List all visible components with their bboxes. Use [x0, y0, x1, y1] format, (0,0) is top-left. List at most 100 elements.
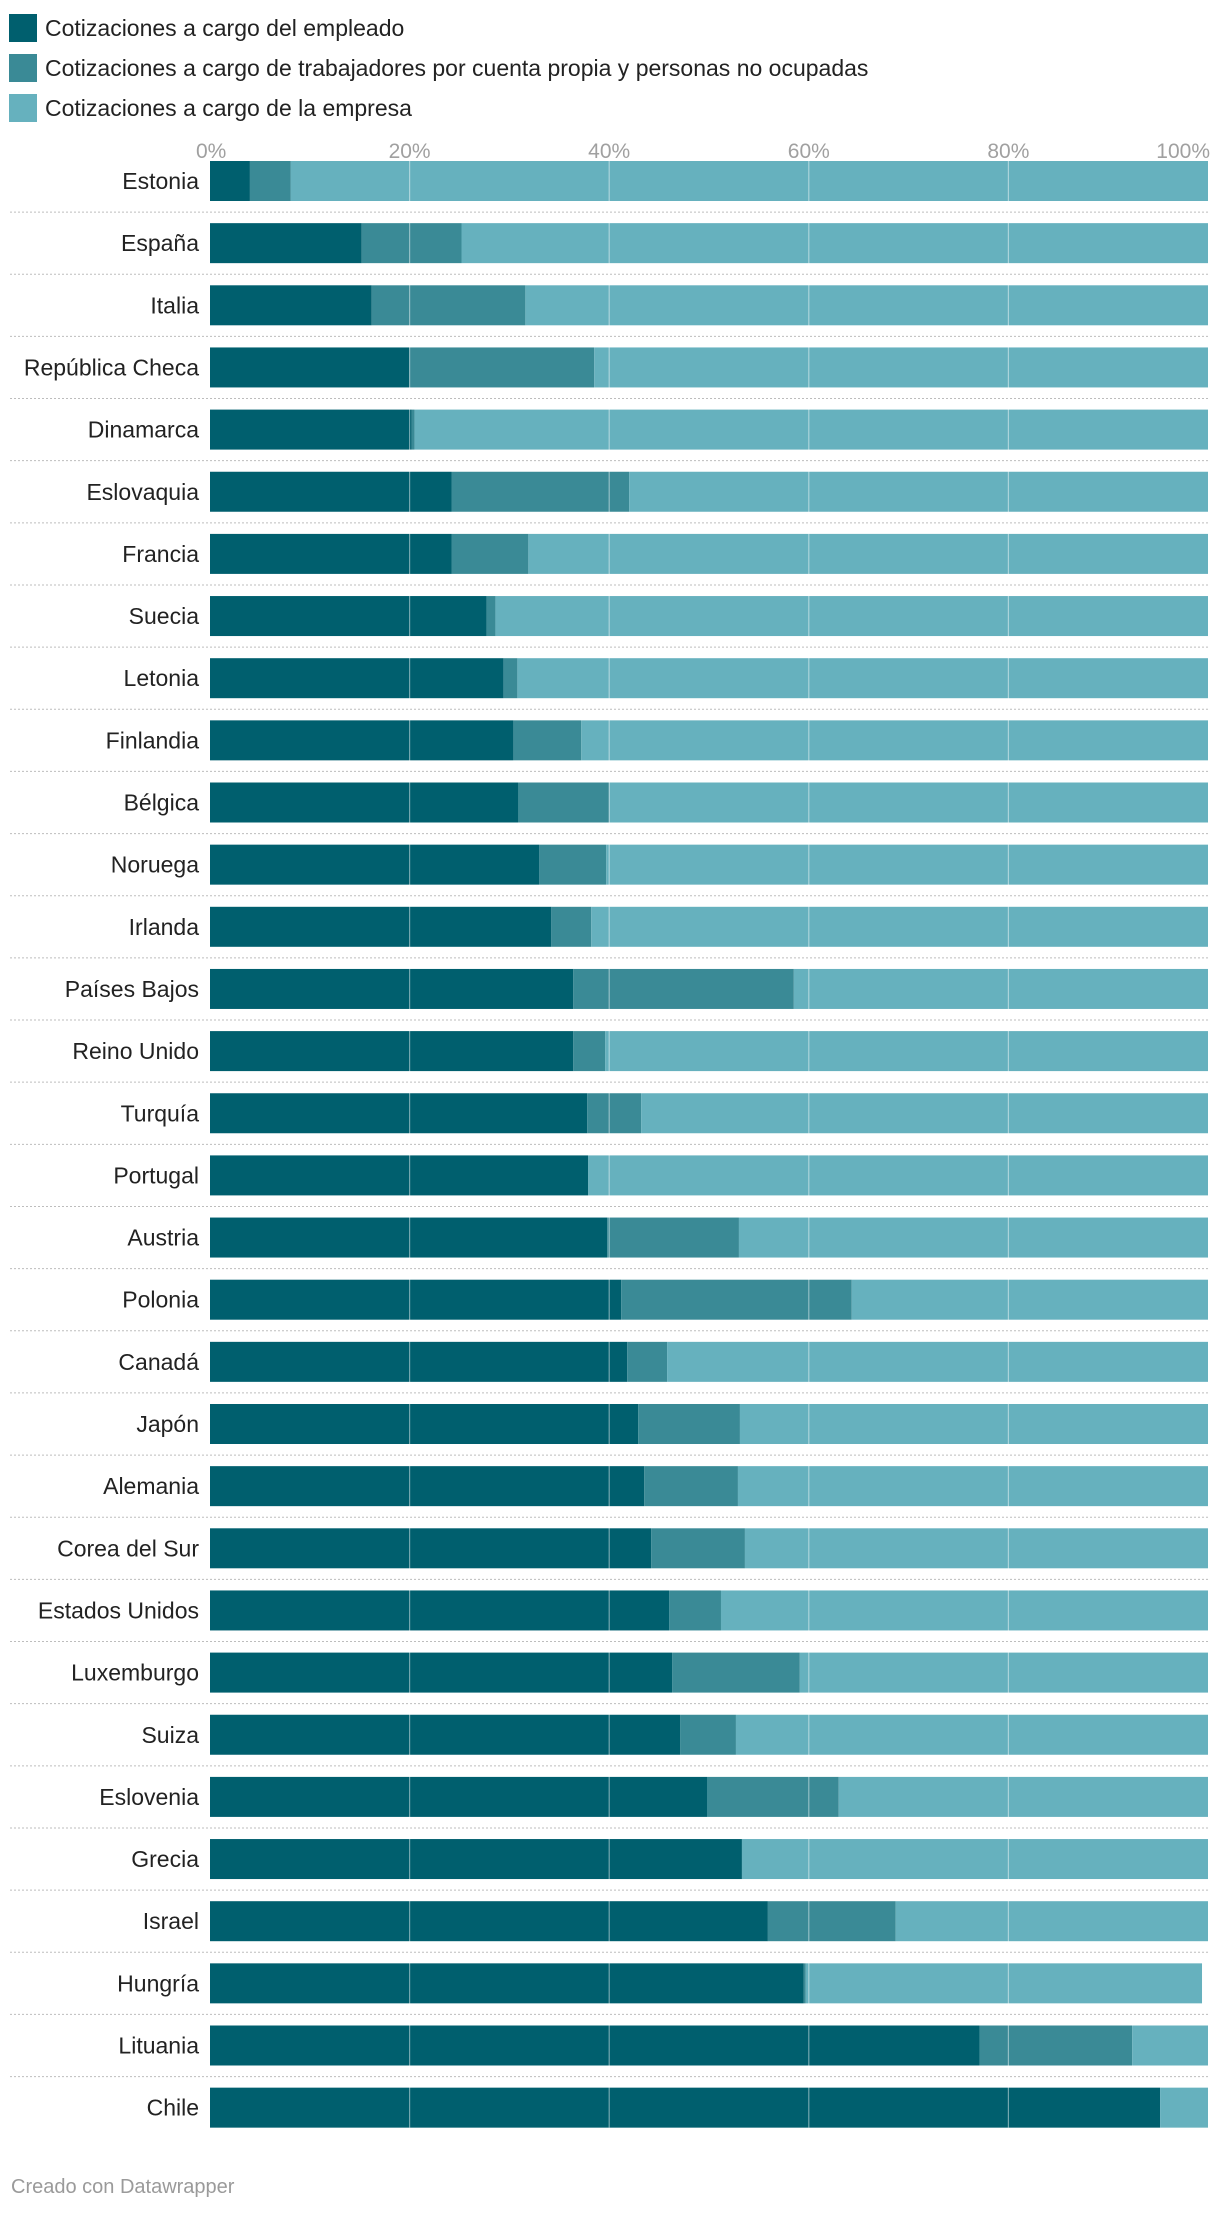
bar-estonia-employee — [210, 161, 250, 201]
bar-reino-unido-employee — [210, 1031, 574, 1072]
bar-letonia-employer — [517, 658, 1208, 699]
category-label-grecia: Grecia — [131, 1846, 199, 1872]
bar-eslovaquia-employer — [629, 471, 1208, 512]
bar-letonia-self-employed — [503, 658, 518, 699]
category-label-paises-bajos: Países Bajos — [65, 976, 199, 1002]
bar-lituania-employee — [210, 2025, 980, 2066]
bar-hungria-self-employed — [803, 1963, 806, 2004]
bar-austria-self-employed — [607, 1217, 739, 1258]
bar-republica-checa-self-employed — [409, 347, 595, 388]
bar-corea-del-sur-employee — [210, 1528, 652, 1569]
bar-hungria-employer — [805, 1963, 1203, 2004]
bar-lituania-employer — [1132, 2025, 1208, 2066]
bar-austria-employer — [738, 1217, 1208, 1258]
bar-belgica-self-employed — [518, 782, 610, 823]
bar-israel-self-employed — [767, 1901, 896, 1942]
category-label-chile: Chile — [147, 2095, 199, 2121]
category-label-luxemburgo: Luxemburgo — [71, 1660, 199, 1686]
category-label-turquia: Turquía — [121, 1100, 200, 1126]
bar-francia-employer — [528, 533, 1208, 574]
bar-estados-unidos-employee — [210, 1590, 670, 1631]
category-label-italia: Italia — [150, 292, 199, 318]
bar-irlanda-employee — [210, 906, 552, 947]
bar-suiza-self-employed — [680, 1714, 736, 1755]
bar-italia-employee — [210, 285, 372, 326]
category-label-polonia: Polonia — [122, 1287, 199, 1313]
legend-swatch-employer — [9, 94, 37, 122]
category-label-alemania: Alemania — [103, 1473, 199, 1499]
bar-turquia-employer — [641, 1093, 1208, 1134]
bar-alemania-employer — [737, 1466, 1208, 1507]
bar-espana-employee — [210, 223, 362, 264]
bar-polonia-employer — [851, 1279, 1208, 1320]
bar-eslovaquia-employee — [210, 471, 452, 512]
x-tick-label: 0% — [196, 140, 226, 163]
x-tick-label: 20% — [389, 140, 431, 163]
bar-eslovenia-employer — [838, 1776, 1208, 1817]
bar-suiza-employer — [735, 1714, 1208, 1755]
category-label-israel: Israel — [143, 1908, 199, 1934]
bar-estonia-self-employed — [249, 161, 291, 201]
x-tick-label: 40% — [588, 140, 630, 163]
bar-letonia-employee — [210, 658, 504, 699]
bar-turquia-employee — [210, 1093, 588, 1134]
bar-finlandia-employee — [210, 720, 514, 761]
legend-swatch-employee — [9, 14, 37, 42]
bar-japon-employer — [739, 1404, 1208, 1444]
category-label-espana: España — [121, 230, 199, 256]
bar-italia-employer — [525, 285, 1208, 326]
legend-label-employee: Cotizaciones a cargo del empleado — [45, 14, 405, 41]
bar-japon-self-employed — [638, 1404, 740, 1444]
category-label-eslovenia: Eslovenia — [99, 1784, 199, 1810]
bar-canada-employee — [210, 1341, 628, 1382]
category-label-austria: Austria — [127, 1225, 199, 1251]
bar-suecia-self-employed — [486, 596, 496, 637]
bar-francia-self-employed — [451, 533, 529, 574]
bar-chile-employer — [1160, 2087, 1208, 2128]
bar-portugal-employer — [588, 1155, 1208, 1196]
bar-dinamarca-employee — [210, 409, 412, 450]
category-label-japon: Japón — [136, 1411, 199, 1437]
category-label-corea-del-sur: Corea del Sur — [57, 1535, 199, 1561]
legend-swatch-self-employed — [9, 54, 37, 82]
bar-espana-employer — [461, 223, 1209, 264]
bar-estonia-employer — [290, 161, 1208, 201]
bar-grecia-employee — [210, 1839, 742, 1880]
legend-label-employer: Cotizaciones a cargo de la empresa — [45, 94, 412, 121]
category-label-republica-checa: República Checa — [24, 354, 199, 380]
bar-eslovaquia-self-employed — [451, 471, 630, 512]
category-label-irlanda: Irlanda — [129, 914, 200, 940]
category-label-reino-unido: Reino Unido — [72, 1038, 199, 1064]
bar-turquia-self-employed — [587, 1093, 642, 1134]
x-tick-label: 80% — [987, 140, 1029, 163]
bar-noruega-self-employed — [539, 844, 607, 885]
bar-chile-employee — [210, 2087, 1161, 2128]
category-label-suecia: Suecia — [129, 603, 200, 629]
bar-luxemburgo-self-employed — [672, 1652, 800, 1693]
bar-italia-self-employed — [371, 285, 526, 326]
bar-francia-employee — [210, 533, 452, 574]
category-label-finlandia: Finlandia — [106, 727, 200, 753]
bar-dinamarca-employer — [414, 409, 1209, 450]
category-label-noruega: Noruega — [111, 852, 199, 878]
bar-reino-unido-self-employed — [573, 1031, 606, 1072]
bar-irlanda-self-employed — [551, 906, 592, 947]
legend-label-self-employed: Cotizaciones a cargo de trabajadores por… — [45, 54, 869, 81]
bar-noruega-employee — [210, 844, 540, 885]
bar-paises-bajos-self-employed — [573, 968, 794, 1009]
bar-republica-checa-employer — [594, 347, 1208, 388]
bar-luxemburgo-employer — [799, 1652, 1208, 1693]
bar-estados-unidos-self-employed — [669, 1590, 721, 1631]
bar-paises-bajos-employer — [793, 968, 1208, 1009]
bar-noruega-employer — [606, 844, 1208, 885]
category-label-belgica: Bélgica — [124, 790, 200, 816]
bar-dinamarca-self-employed — [411, 409, 415, 450]
bar-paises-bajos-employee — [210, 968, 574, 1009]
bar-suecia-employer — [495, 596, 1209, 637]
category-label-estados-unidos: Estados Unidos — [38, 1597, 199, 1623]
legend: Cotizaciones a cargo del empleado Cotiza… — [9, 8, 868, 128]
category-label-francia: Francia — [122, 541, 199, 567]
category-label-portugal: Portugal — [113, 1162, 199, 1188]
category-label-eslovaquia: Eslovaquia — [86, 479, 199, 505]
legend-item-employer: Cotizaciones a cargo de la empresa — [9, 88, 868, 128]
